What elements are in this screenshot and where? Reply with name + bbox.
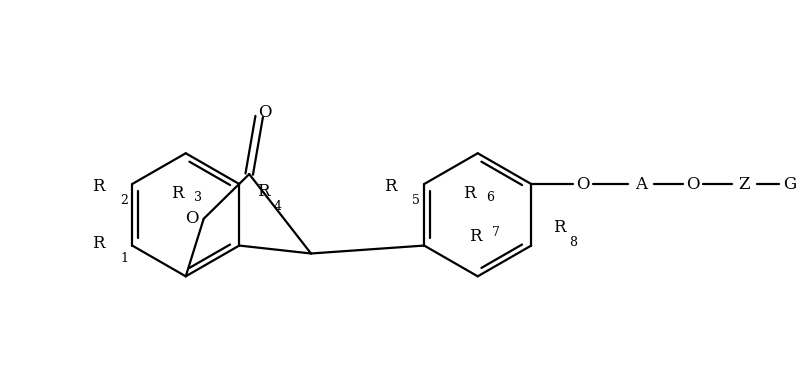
Text: 4: 4 — [273, 200, 281, 213]
Text: 7: 7 — [492, 226, 499, 239]
Text: 6: 6 — [486, 191, 494, 204]
Text: R: R — [553, 219, 566, 236]
Text: Z: Z — [738, 176, 750, 192]
Text: G: G — [782, 176, 796, 192]
Text: R: R — [171, 185, 184, 202]
Text: R: R — [384, 178, 396, 194]
Text: R: R — [92, 178, 104, 194]
Text: 8: 8 — [569, 236, 577, 249]
Text: R: R — [470, 228, 482, 245]
Text: A: A — [635, 176, 647, 192]
Text: 5: 5 — [412, 194, 420, 207]
Text: 1: 1 — [120, 251, 128, 264]
Text: O: O — [686, 176, 699, 192]
Text: R: R — [257, 184, 270, 200]
Text: R: R — [92, 235, 104, 252]
Text: O: O — [576, 176, 590, 192]
Text: 3: 3 — [194, 191, 202, 204]
Text: O: O — [258, 104, 272, 121]
Text: 2: 2 — [120, 194, 128, 207]
Text: O: O — [185, 210, 198, 227]
Text: R: R — [463, 185, 476, 202]
